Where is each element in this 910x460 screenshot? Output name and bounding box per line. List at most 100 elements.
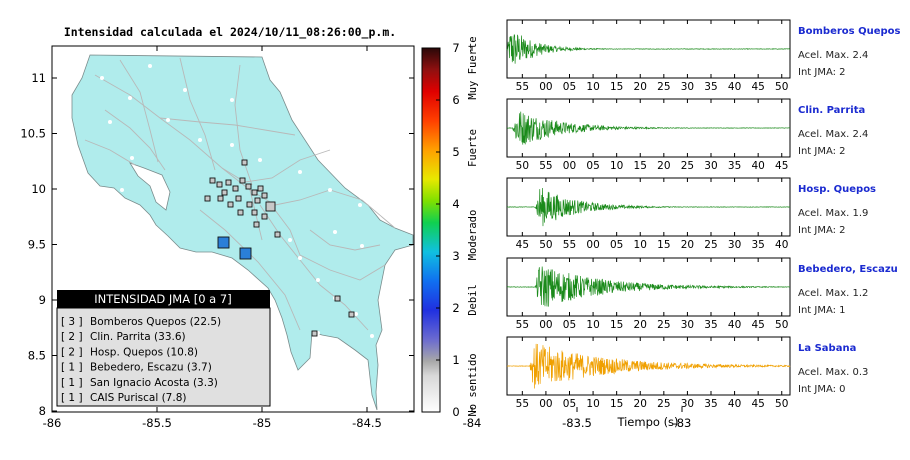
- map-x-tick-label: -86: [43, 416, 62, 430]
- seismogram-x-tick-label: 25: [657, 398, 670, 410]
- colorbar-label: Fuerte: [467, 129, 479, 167]
- seismogram-x-tick-label: 55: [516, 319, 529, 331]
- seismogram-x-tick-label: 35: [704, 319, 717, 331]
- seismogram-x-tick-label: 45: [516, 239, 529, 251]
- seismogram-x-tick-label: 35: [751, 239, 764, 251]
- station-name: Clin. Parrita: [798, 105, 865, 116]
- legend-item-label: Hosp. Quepos (10.8): [90, 346, 198, 358]
- colorbar-labels: No sentido Debil Moderado Fuerte Muy Fuerte: [467, 36, 479, 416]
- seismogram-x-tick-label: 10: [586, 398, 599, 410]
- seismogram-x-tick-label: 25: [657, 319, 670, 331]
- seismogram-x-tick-label: 05: [586, 160, 599, 172]
- station-accel-max: Acel. Max. 1.9: [798, 208, 868, 219]
- seismogram-panel: 55 00 05 10 15 20 25 30 35 40 45 50 La Sabana Acel. M…: [506, 336, 868, 410]
- colorbar-gradient: [421, 47, 441, 413]
- legend-item-intensity: [ 1 ]: [61, 362, 83, 374]
- seismogram-x-tick-label: 00: [563, 160, 576, 172]
- seismogram-x-tick-label: 30: [681, 319, 694, 331]
- seismogram-x-tick-label: 05: [563, 398, 576, 410]
- legend-item-label: Bebedero, Escazu (3.7): [90, 362, 212, 374]
- seismogram-trace: [506, 266, 791, 307]
- map-title: Intensidad calculada el 2024/10/11_08:26…: [64, 25, 396, 40]
- seismogram-x-tick-label: 40: [728, 319, 741, 331]
- legend-item-intensity: [ 2 ]: [61, 331, 83, 343]
- station-accel-max: Acel. Max. 2.4: [798, 129, 868, 140]
- colorbar-label: No sentido: [467, 353, 479, 416]
- seismogram-x-tick-label: 20: [634, 319, 647, 331]
- legend-background: [56, 307, 271, 407]
- map-y-tick-label: 9: [39, 293, 46, 307]
- legend-item-label: San Ignacio Acosta (3.3): [90, 377, 218, 389]
- map-y-tick-label: 9.5: [28, 238, 46, 252]
- map-y-tick-label: 10: [31, 182, 46, 196]
- seismogram-x-tick-label: 25: [657, 81, 670, 93]
- station-name: Bomberos Quepos: [798, 26, 901, 37]
- seismogram-x-tick-label: 15: [657, 239, 670, 251]
- map-y-tick-label: 8.5: [28, 349, 46, 363]
- seismogram-x-tick-label: 45: [751, 319, 764, 331]
- seismogram-x-tick-label: 40: [751, 160, 764, 172]
- seismogram-x-tick-label: 20: [657, 160, 670, 172]
- seismogram-trace: [506, 111, 791, 145]
- map-y-tick-label: 10.5: [20, 127, 46, 141]
- seismogram-x-tick-label: 15: [634, 160, 647, 172]
- colorbar-ticks: 0 1 2 3 4 5 6 7: [436, 41, 460, 419]
- seismogram-trace: [506, 187, 791, 227]
- seismogram-x-tick-label: 05: [563, 81, 576, 93]
- colorbar-tick-label: 7: [452, 41, 459, 55]
- seismogram-x-tick-label: 55: [516, 398, 529, 410]
- map-axes: -86 -85.5 -85 -84.5 -84 -83.5 -831110.5109.598…: [20, 46, 691, 430]
- seismogram-x-tick-label: 20: [634, 398, 647, 410]
- seismogram-x-tick-label: 50: [539, 239, 552, 251]
- colorbar-label: Debil: [467, 284, 479, 316]
- seismogram-x-tick-label: 10: [586, 319, 599, 331]
- road-network: [84, 57, 396, 331]
- map-y-tick-label: 11: [31, 71, 46, 85]
- seismogram-x-tick-label: 10: [586, 81, 599, 93]
- seismogram-x-tick-label: 40: [728, 81, 741, 93]
- intensity-map: Intensidad calculada el 2024/10/11_08:26…: [20, 25, 691, 430]
- seismogram-x-tick-label: 35: [728, 160, 741, 172]
- seismogram-x-tick-label: 30: [681, 398, 694, 410]
- seismogram-x-tick-label: 15: [610, 81, 623, 93]
- seismogram-x-tick-label: 10: [610, 160, 623, 172]
- seismogram-panels: 55 00 05 10 15 20 25 30 35 40 45 50 Bomberos Quepos A…: [506, 19, 901, 410]
- seismogram-x-tick-label: 30: [681, 81, 694, 93]
- map-legend: INTENSIDAD JMA [0 a 7] [ 3 ] Bomberos Que…: [56, 290, 271, 407]
- legend-rows: [ 3 ] Bomberos Quepos (22.5) [ 2 ] Clin. Pa…: [61, 316, 221, 404]
- station-name: Hosp. Quepos: [798, 184, 876, 195]
- seismogram-x-tick-label: 45: [775, 160, 788, 172]
- legend-title: INTENSIDAD JMA [0 a 7]: [94, 292, 231, 306]
- map-x-tick-label: -83.5: [562, 416, 592, 430]
- map-x-tick-label: -84: [463, 416, 482, 430]
- seismogram-x-tick-label: 10: [634, 239, 647, 251]
- seismogram-trace: [506, 343, 791, 389]
- colorbar-tick-label: 1: [452, 353, 459, 367]
- seismogram-x-tick-label: 25: [681, 160, 694, 172]
- seismogram-x-tick-label: 05: [610, 239, 623, 251]
- colorbar-tick-label: 2: [452, 301, 459, 315]
- seismogram-x-tick-label: 25: [704, 239, 717, 251]
- seismogram-panel: 55 00 05 10 15 20 25 30 35 40 45 50 Bebedero, Escazu…: [506, 257, 898, 331]
- seismogram-x-tick-label: 50: [775, 319, 788, 331]
- station-accel-max: Acel. Max. 1.2: [798, 288, 868, 299]
- seismogram-trace: [506, 34, 791, 64]
- seismogram-x-tick-label: 00: [539, 319, 552, 331]
- seismogram-panel: 55 00 05 10 15 20 25 30 35 40 45 50 Bomberos Quepos A…: [506, 19, 901, 93]
- seismogram-x-tick-label: 20: [681, 239, 694, 251]
- seismogram-x-tick-label: 00: [539, 81, 552, 93]
- grey-stations: [204, 159, 355, 337]
- station-accel-max: Acel. Max. 0.3: [798, 367, 868, 378]
- seismogram-x-tick-label: 45: [751, 81, 764, 93]
- seismogram-x-tick-label: 50: [775, 398, 788, 410]
- seismogram-x-tick-label: 20: [634, 81, 647, 93]
- station-jma-intensity: Int JMA: 0: [798, 384, 846, 395]
- legend-item-label: Bomberos Quepos (22.5): [90, 316, 221, 328]
- seismogram-x-tick-label: 30: [728, 239, 741, 251]
- map-x-tick-label: -83: [673, 416, 692, 430]
- seismogram-x-tick-label: 55: [516, 81, 529, 93]
- colorbar-tick-label: 5: [452, 145, 459, 159]
- legend-item-intensity: [ 1 ]: [61, 377, 83, 389]
- seismogram-x-tick-label: 45: [751, 398, 764, 410]
